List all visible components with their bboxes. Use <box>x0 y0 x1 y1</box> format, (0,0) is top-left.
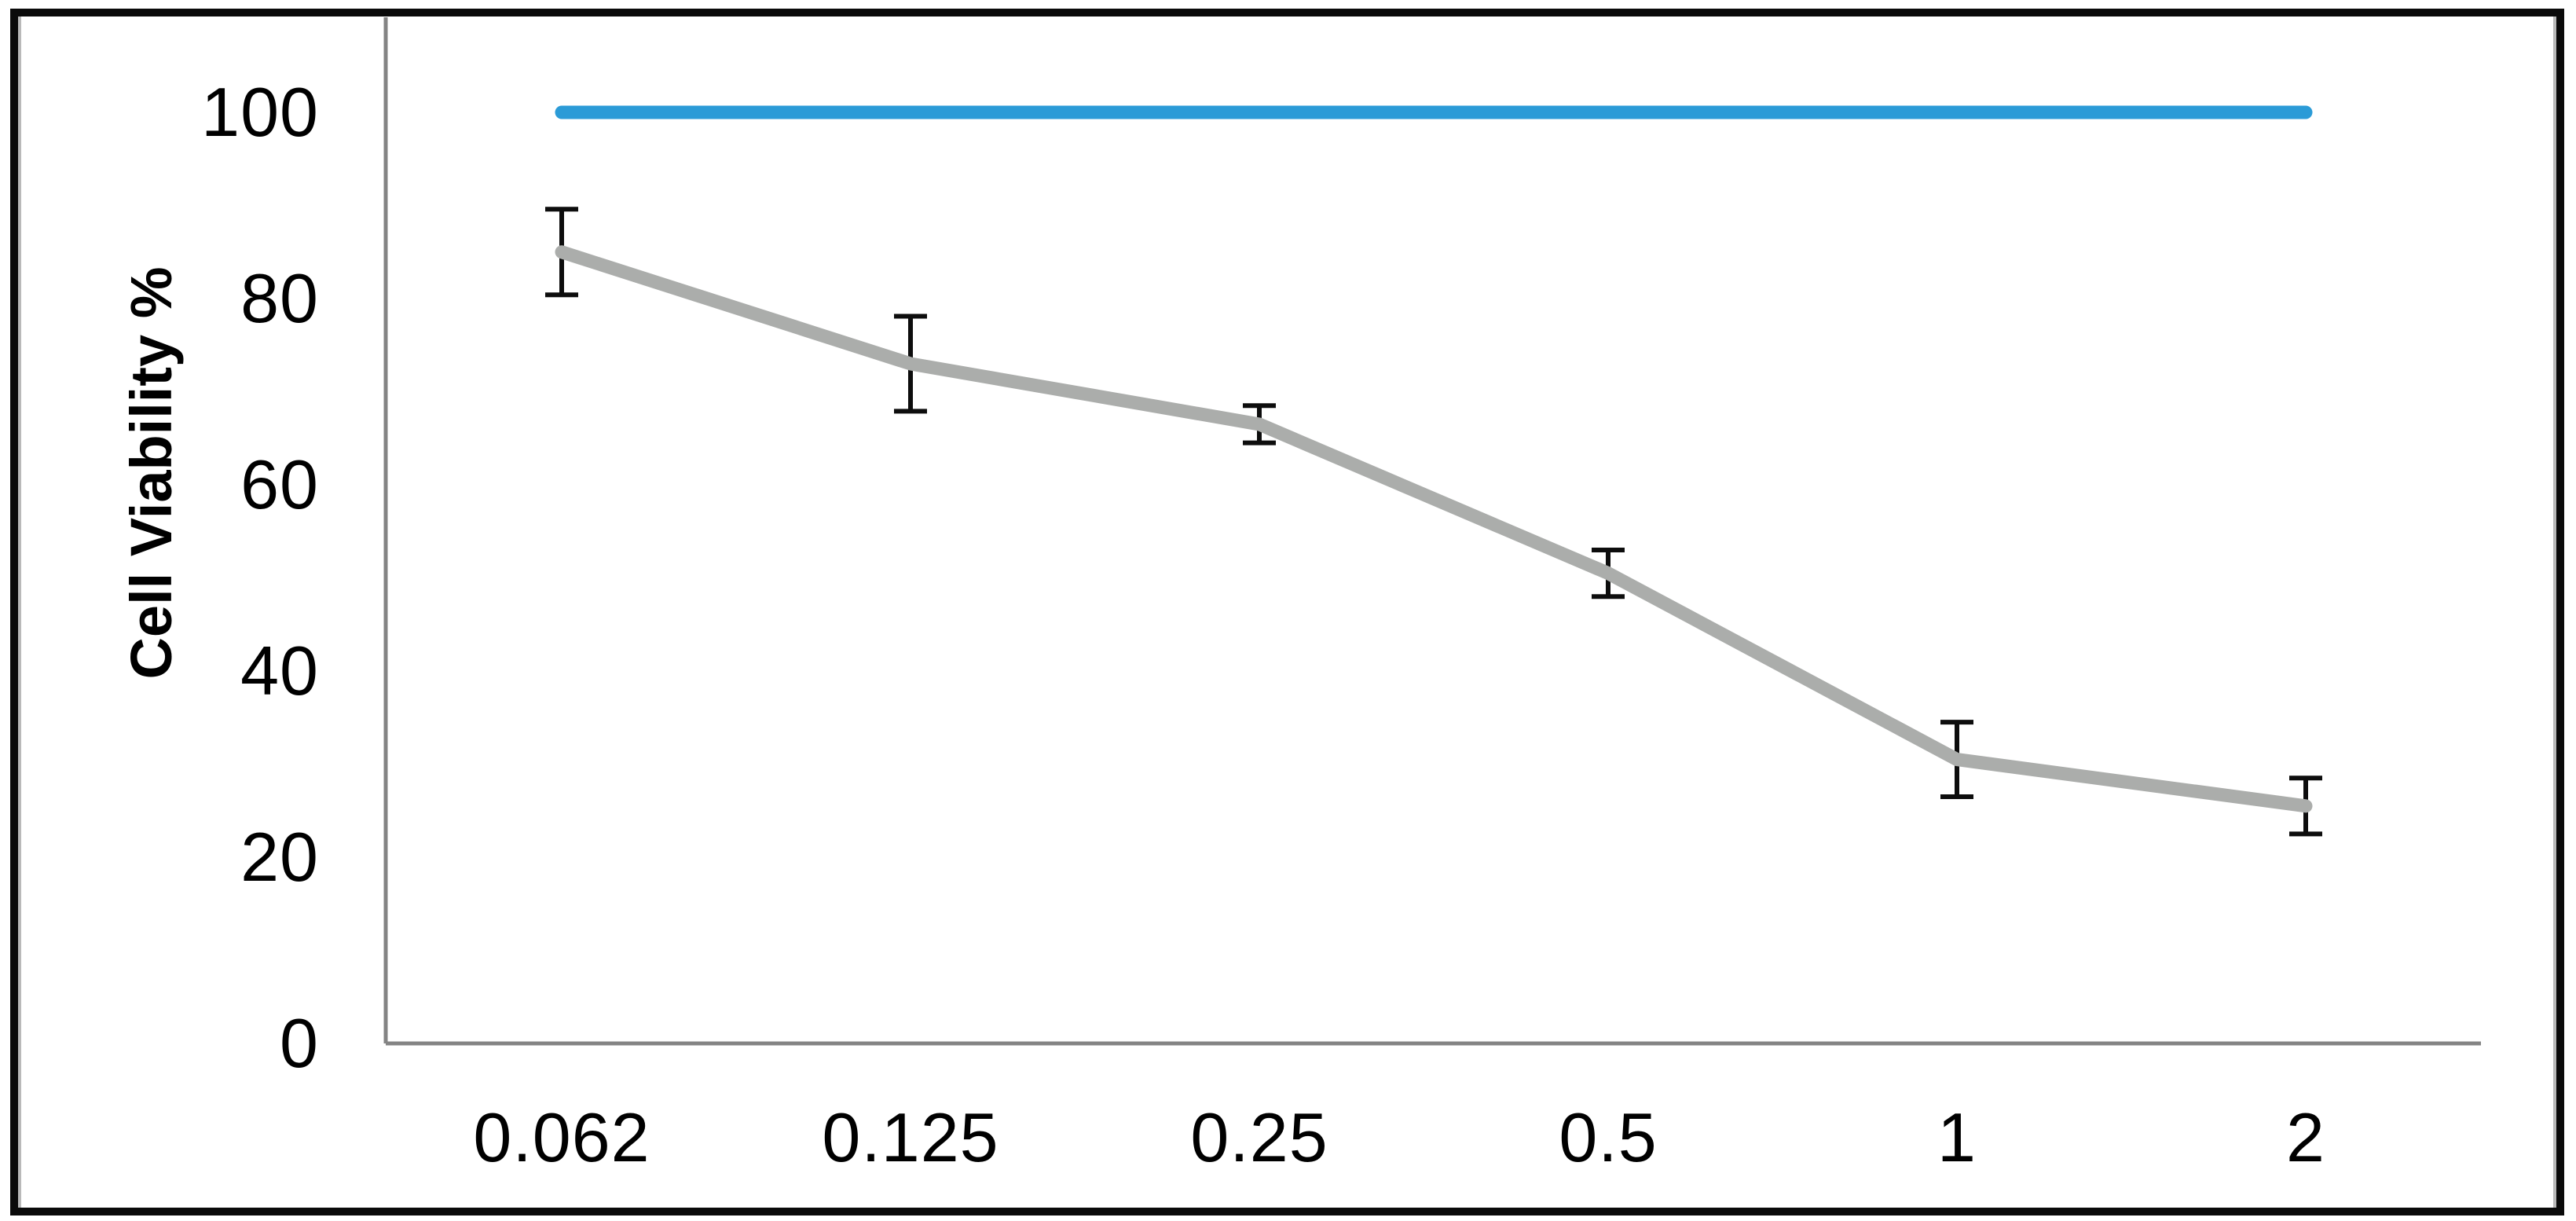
y-tick-label-60: 60 <box>240 446 319 523</box>
chart-frame-border <box>10 9 2564 1216</box>
x-tick-label-1: 1 <box>1937 1098 1977 1176</box>
y-tick-label-80: 80 <box>240 259 319 337</box>
y-tick-label-20: 20 <box>240 818 319 896</box>
x-tick-label-0062: 0.062 <box>473 1098 650 1176</box>
y-tick-label-0: 0 <box>280 1004 319 1082</box>
x-tick-label-025: 0.25 <box>1190 1098 1328 1176</box>
x-tick-label-0125: 0.125 <box>822 1098 999 1176</box>
treated-viability-line <box>555 245 2313 813</box>
y-tick-label-100: 100 <box>201 73 319 151</box>
x-tick-label-05: 0.5 <box>1559 1098 1658 1176</box>
x-tick-label-2: 2 <box>2286 1098 2325 1176</box>
y-tick-label-40: 40 <box>240 632 319 710</box>
